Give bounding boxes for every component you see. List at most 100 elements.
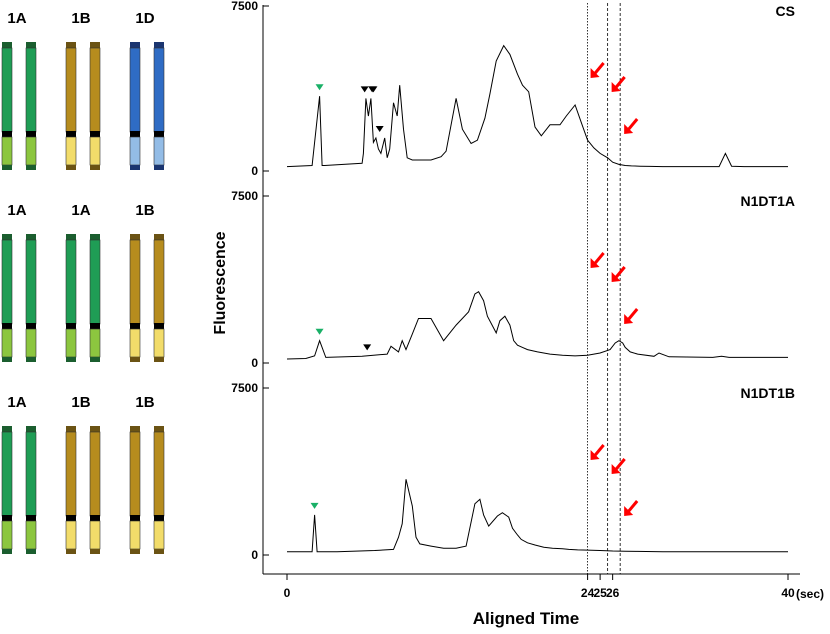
arrow-head: [611, 272, 621, 282]
chromosome-cap: [2, 426, 12, 432]
chart-axes: [262, 5, 800, 575]
red-arrow: [611, 458, 626, 474]
x-tick-label: 25: [593, 586, 607, 600]
chromosome-cap: [66, 234, 76, 240]
centromere-band: [2, 515, 12, 521]
chromosome-cap: [130, 42, 140, 48]
chromosome-cap: [66, 165, 76, 170]
chromosome-short-arm: [65, 328, 77, 358]
chromosome-cap: [26, 165, 36, 170]
centromere-band: [130, 515, 140, 521]
chromosome: [89, 234, 101, 362]
chromosome-label: 1A: [7, 202, 26, 219]
chromosome-cap: [90, 165, 100, 170]
chromosome-label: 1B: [71, 394, 90, 411]
red-arrow: [611, 76, 626, 92]
chromosome-arm: [89, 47, 101, 133]
chromosome-arm: [65, 431, 77, 517]
chromosome-short-arm: [153, 136, 165, 166]
centromere-band: [2, 131, 12, 137]
arrow-head: [590, 258, 600, 268]
chromosome-short-arm: [25, 136, 37, 166]
red-arrow: [624, 500, 639, 516]
y-tick-label: 0: [251, 356, 258, 370]
arrow-head: [611, 82, 621, 92]
chromosome-diagrams: 1A 1B 1D 1A 1A 1B 1A 1B 1B: [1, 10, 165, 554]
chromosome: [153, 426, 165, 554]
chromosome: [89, 426, 101, 554]
chromosome-cap: [26, 357, 36, 362]
chromosome-cap: [2, 549, 12, 554]
chromosome-short-arm: [89, 328, 101, 358]
chromosome-short-arm: [65, 136, 77, 166]
chromosome-cap: [90, 234, 100, 240]
x-tick-label: 24: [581, 586, 595, 600]
chromosome: [65, 234, 77, 362]
black-triangle-marker: [360, 86, 369, 93]
red-arrow: [590, 444, 605, 460]
chromosome-cap: [130, 234, 140, 240]
centromere-band: [154, 323, 164, 329]
chromosome-short-arm: [129, 520, 141, 550]
centromere-band: [26, 323, 36, 329]
x-axis-label: Aligned Time: [473, 609, 579, 628]
centromere-band: [90, 323, 100, 329]
chromosome-arm: [129, 431, 141, 517]
chromosome-label: 1A: [7, 10, 26, 27]
red-arrow: [590, 252, 605, 268]
chromosome-cap: [154, 357, 164, 362]
chromosome-label: 1A: [7, 394, 26, 411]
panel-name: N1DT1A: [741, 193, 795, 209]
chromosome-cap: [154, 549, 164, 554]
chromosome-arm: [153, 239, 165, 325]
chromosome-cap: [66, 357, 76, 362]
chromosome-arm: [65, 239, 77, 325]
chromosome: [1, 426, 13, 554]
chromosome-cap: [2, 357, 12, 362]
chromosome-cap: [130, 357, 140, 362]
arrow-head: [590, 450, 600, 460]
red-arrow: [624, 308, 639, 324]
series-line: [286, 44, 788, 168]
centromere-band: [66, 131, 76, 137]
red-arrow: [611, 266, 626, 282]
centromere-band: [26, 515, 36, 521]
chromosome: [25, 426, 37, 554]
chromosome: [65, 42, 77, 170]
arrow-head: [611, 464, 621, 474]
y-tick-label: 0: [251, 548, 258, 562]
centromere-band: [66, 515, 76, 521]
chromosome: [153, 42, 165, 170]
green-triangle-marker: [315, 84, 324, 91]
chromosome-arm: [1, 431, 13, 517]
x-axis-unit: (sec): [796, 587, 824, 601]
chromosome: [129, 42, 141, 170]
chromosome: [129, 426, 141, 554]
red-arrow: [624, 118, 639, 134]
chromosome-label: 1D: [135, 10, 154, 27]
chromosome-label: 1A: [71, 202, 90, 219]
chromosome-cap: [2, 234, 12, 240]
chromosome: [1, 234, 13, 362]
chromosome-short-arm: [25, 520, 37, 550]
chromosome-cap: [90, 42, 100, 48]
chromosome: [65, 426, 77, 554]
centromere-band: [154, 131, 164, 137]
centromere-band: [90, 515, 100, 521]
chromosome-cap: [26, 42, 36, 48]
chromosome-short-arm: [129, 136, 141, 166]
chromosome-arm: [65, 47, 77, 133]
chromosome-cap: [154, 165, 164, 170]
centromere-band: [2, 323, 12, 329]
panel-name: N1DT1B: [741, 385, 795, 401]
chromosome-cap: [154, 426, 164, 432]
series-line: [286, 290, 788, 360]
chromosome-arm: [25, 47, 37, 133]
chromosome-cap: [90, 426, 100, 432]
chromosome-arm: [89, 239, 101, 325]
chromosome: [25, 234, 37, 362]
chromosome-arm: [1, 47, 13, 133]
arrow-head: [590, 68, 600, 78]
chromosome-cap: [26, 549, 36, 554]
